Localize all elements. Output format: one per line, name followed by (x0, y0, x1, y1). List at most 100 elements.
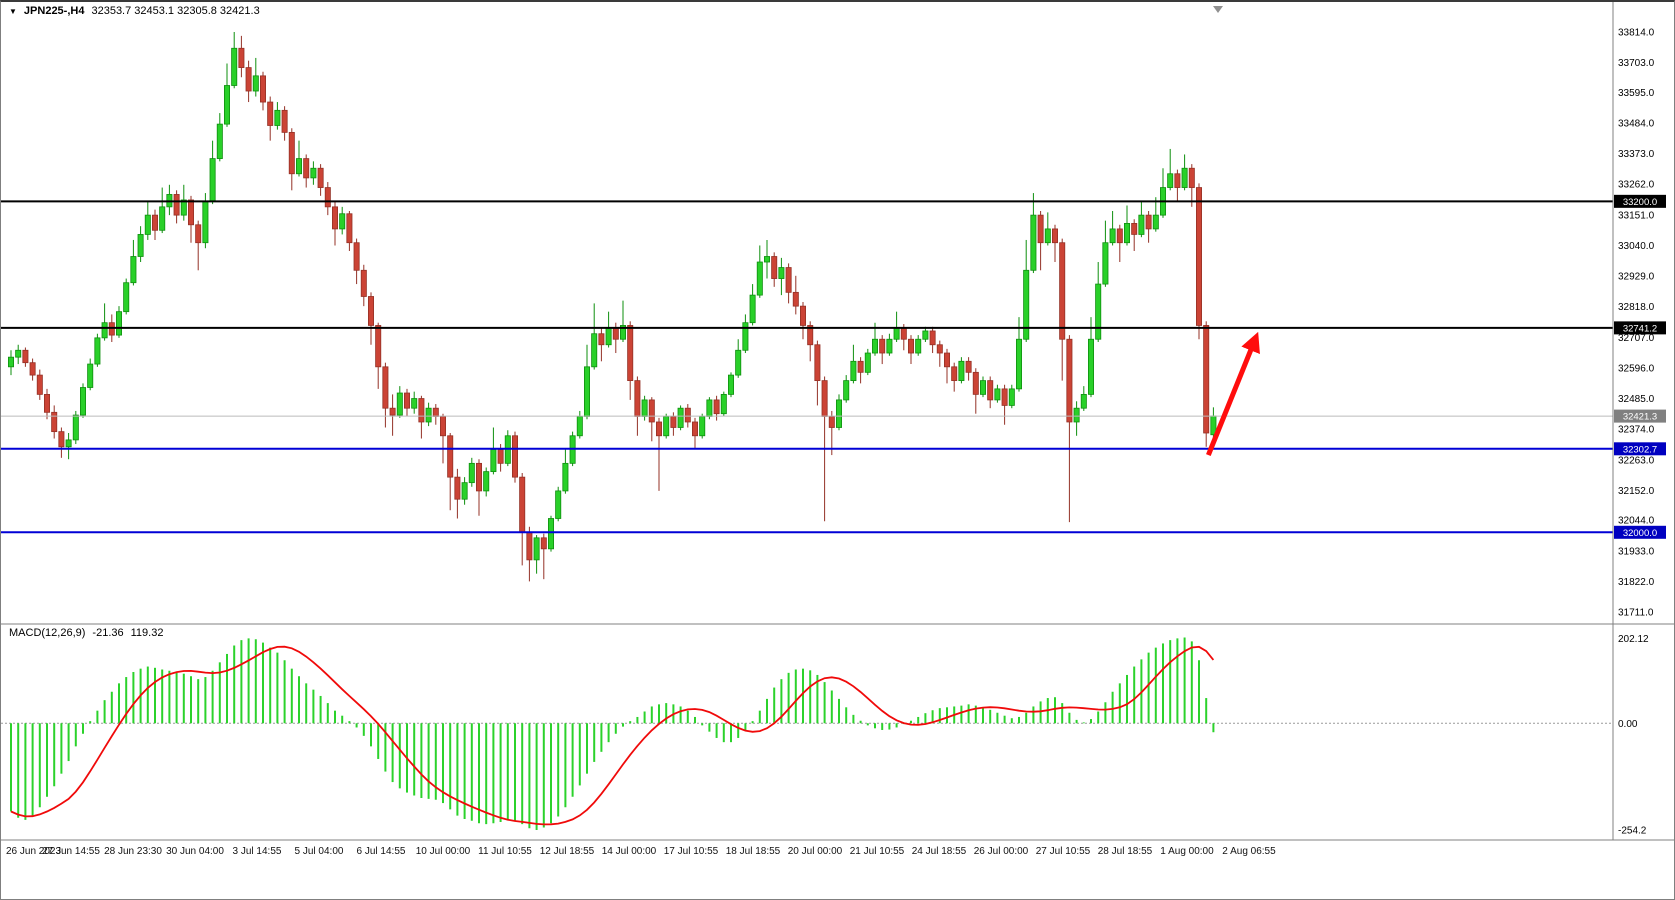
candle-down (857, 360, 864, 373)
time-tick-label: 14 Jul 00:00 (602, 846, 657, 857)
candle-down (771, 256, 778, 279)
price-tick-label: 32596.0 (1618, 363, 1655, 374)
candle-down (497, 449, 504, 464)
price-tick-label: 33151.0 (1618, 210, 1655, 221)
candle-down (353, 242, 360, 271)
price-badge (1614, 409, 1666, 423)
candle-down (670, 416, 677, 428)
candle-up (1181, 167, 1188, 188)
candle-down (360, 269, 367, 297)
candle-down (519, 476, 526, 533)
candle-up (742, 322, 749, 351)
candle-down (389, 407, 396, 416)
candle-up (87, 363, 94, 388)
candle-down (151, 214, 158, 231)
candle-down (1066, 338, 1073, 423)
time-tick-label: 5 Jul 04:00 (295, 846, 344, 857)
price-tick-label: 32929.0 (1618, 272, 1655, 283)
candle-down (432, 407, 439, 417)
candle-up (699, 416, 706, 437)
candle-up (1080, 393, 1087, 409)
candle-down (612, 327, 619, 340)
candle-down (439, 416, 446, 437)
candle-down (511, 435, 518, 478)
candle-up (396, 392, 403, 416)
candle-up (202, 200, 209, 244)
candle-down (475, 462, 482, 492)
candle-down (785, 267, 792, 293)
candle-up (620, 325, 627, 340)
candle-down (1037, 214, 1044, 244)
price-badge-label: 32302.7 (1623, 444, 1657, 455)
candle-down (1188, 167, 1195, 188)
candle-up (764, 256, 771, 263)
candle-down (303, 158, 310, 179)
candle-down (1059, 242, 1066, 340)
candle-down (972, 371, 979, 395)
candle-up (864, 352, 871, 373)
candle-up (605, 327, 612, 346)
candle-up (490, 449, 497, 473)
candle-down (792, 291, 799, 307)
candle-up (576, 416, 583, 437)
candle-up (562, 462, 569, 492)
time-tick-label: 26 Jun 2023 (6, 846, 61, 857)
price-badge-label: 32000.0 (1623, 528, 1657, 539)
candle-down (36, 374, 43, 395)
candle-down (245, 67, 252, 92)
candle-down (44, 393, 51, 413)
candle-up (1102, 242, 1109, 285)
candle-down (324, 187, 331, 208)
symbol-period-label: JPN225-,H4 (23, 5, 85, 17)
candle-up (584, 366, 591, 417)
candle-up (1095, 283, 1102, 340)
candle-up (1023, 269, 1030, 340)
price-tick-label: 33595.0 (1618, 88, 1655, 99)
candle-down (187, 199, 194, 226)
candle-up (893, 327, 900, 340)
candle-up (663, 416, 670, 437)
candle-up (1044, 228, 1051, 244)
candle-up (720, 393, 727, 415)
candle-up (980, 380, 987, 395)
candle-up (778, 267, 785, 279)
candle-up (72, 414, 79, 441)
candle-down (828, 416, 835, 428)
candle-down (656, 421, 663, 437)
candle-down (598, 333, 605, 346)
time-tick-label: 21 Jul 10:55 (850, 846, 905, 857)
price-tick-label: 31822.0 (1618, 577, 1655, 588)
candle-down (58, 431, 65, 448)
time-tick-label: 11 Jul 10:55 (478, 846, 532, 857)
candle-up (548, 518, 555, 550)
candle-down (317, 167, 324, 188)
price-badge (1614, 194, 1666, 208)
candle-down (1203, 325, 1210, 434)
time-tick-label: 28 Jul 18:55 (1098, 846, 1153, 857)
candle-up (1008, 388, 1015, 406)
candle-up (850, 360, 857, 382)
ohlc-values: 32353.7 32453.1 32305.8 32421.3 (91, 5, 260, 17)
macd-tick-label: 0.00 (1618, 719, 1638, 730)
trend-arrow[interactable] (1206, 331, 1260, 457)
candle-up (533, 537, 540, 561)
candle-down (29, 362, 36, 376)
price-tick-label: 32485.0 (1618, 394, 1655, 405)
candle-down (540, 537, 547, 550)
candle-down (447, 435, 454, 478)
candle-up (339, 213, 346, 230)
candle-up (80, 387, 87, 416)
candle-down (936, 344, 943, 354)
candle-down (382, 366, 389, 409)
candle-up (843, 380, 850, 401)
candle-down (627, 325, 634, 382)
candle-down (22, 349, 29, 364)
chart-title: ▼ JPN225-,H4 32353.7 32453.1 32305.8 324… (9, 5, 260, 17)
time-tick-label: 6 Jul 14:55 (357, 846, 406, 857)
price-tick-label: 33703.0 (1618, 58, 1655, 69)
candle-up (137, 234, 144, 257)
candle-down (454, 476, 461, 500)
candle-up (728, 374, 735, 395)
